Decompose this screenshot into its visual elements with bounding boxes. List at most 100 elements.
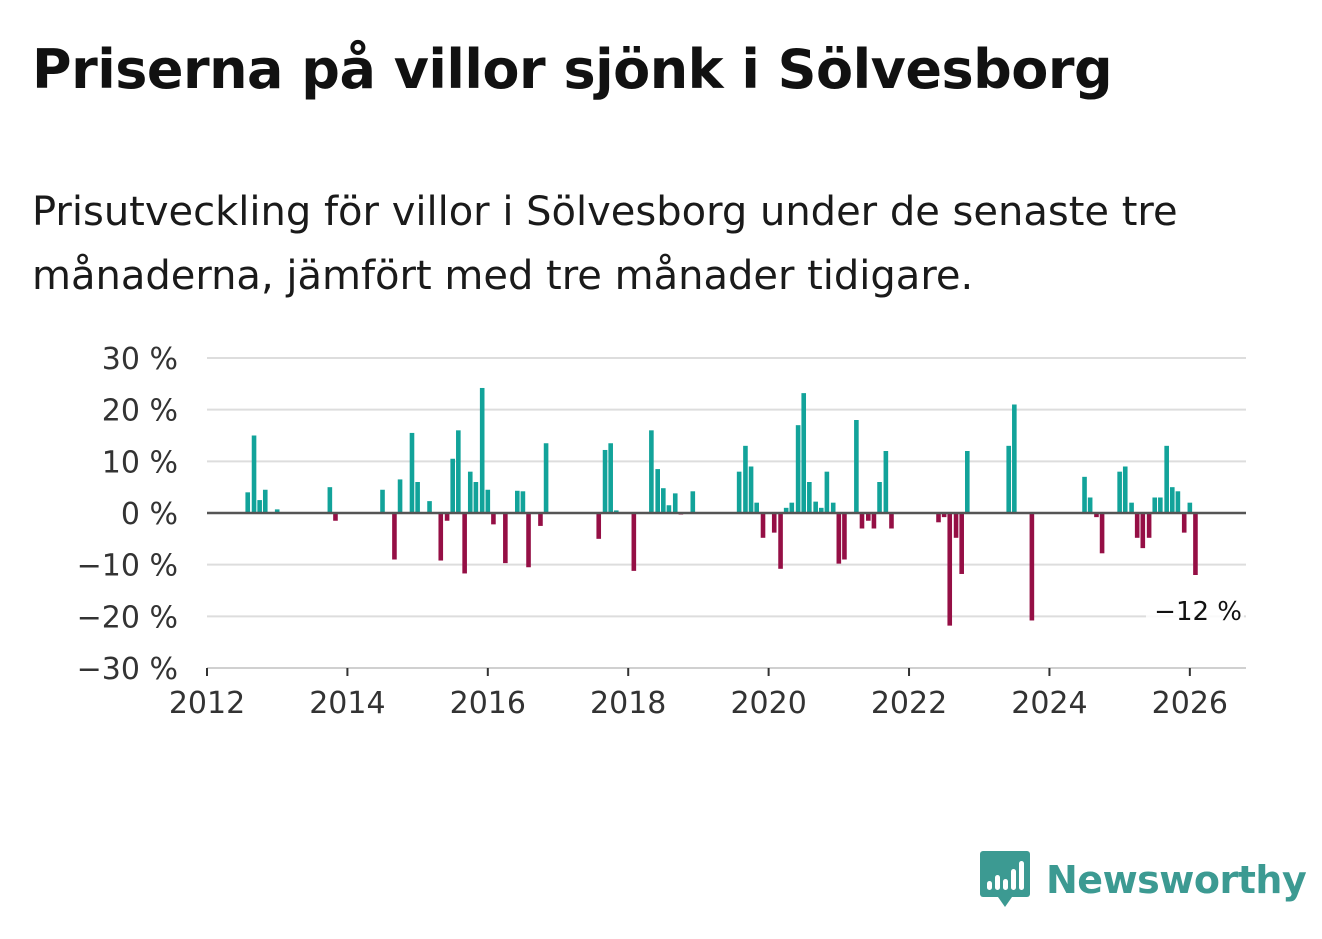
bar xyxy=(789,502,795,513)
bar xyxy=(257,500,262,513)
y-tick-label: 0 % xyxy=(121,497,178,532)
bar xyxy=(877,482,882,513)
bar xyxy=(1082,476,1087,513)
bar xyxy=(807,482,812,513)
bar xyxy=(1175,491,1181,513)
x-tick-label: 2020 xyxy=(730,686,806,721)
y-tick-label: 10 % xyxy=(102,445,178,480)
bar xyxy=(690,491,696,513)
bars xyxy=(245,387,1198,626)
bar xyxy=(1187,502,1193,513)
bar xyxy=(438,513,444,561)
bar xyxy=(503,513,508,564)
bar xyxy=(883,451,889,513)
bar xyxy=(491,513,496,525)
bar xyxy=(1152,497,1158,513)
bar xyxy=(859,513,865,529)
bar xyxy=(736,471,742,513)
bar xyxy=(1164,445,1169,513)
bar xyxy=(866,513,871,521)
bar xyxy=(1129,502,1134,513)
bar xyxy=(649,430,654,513)
bar xyxy=(1193,513,1198,575)
newsworthy-logo-icon xyxy=(980,851,1030,907)
bar xyxy=(631,513,637,571)
bar xyxy=(479,387,485,513)
brand-logo: Newsworthy xyxy=(980,850,1307,910)
y-tick-label: −30 % xyxy=(77,652,178,687)
bar xyxy=(836,513,842,564)
bar xyxy=(655,469,660,513)
bar xyxy=(889,513,894,529)
bar xyxy=(947,513,953,626)
bar xyxy=(760,513,766,538)
bar xyxy=(397,479,403,513)
bar xyxy=(251,435,257,513)
bar xyxy=(813,501,818,513)
bar xyxy=(661,488,666,513)
bar xyxy=(1140,513,1146,549)
y-tick-label: −10 % xyxy=(77,549,178,584)
bar xyxy=(1134,513,1140,538)
bar xyxy=(427,501,432,513)
bar xyxy=(936,513,941,523)
bar xyxy=(415,482,420,513)
bar xyxy=(520,491,526,513)
bar xyxy=(1122,466,1128,513)
chart-subtitle: Prisutveckling för villor i Sölvesborg u… xyxy=(32,189,1178,299)
bar-chart: 30 %20 %10 %0 %−10 %−20 %−30 % 2012 2014 2… xyxy=(77,342,1246,721)
bar xyxy=(456,430,461,513)
bar xyxy=(1099,513,1105,554)
bar xyxy=(515,490,520,513)
bar xyxy=(392,513,397,560)
bar xyxy=(444,513,450,521)
bar xyxy=(526,513,531,568)
bar xyxy=(473,482,479,513)
bar xyxy=(953,513,959,538)
annotation-label: −12 % xyxy=(1154,597,1242,627)
y-tick-label: −20 % xyxy=(77,600,178,635)
bar xyxy=(1117,471,1122,513)
bar xyxy=(262,489,268,513)
bar xyxy=(771,513,777,533)
bar xyxy=(854,420,859,513)
bar xyxy=(941,513,947,518)
x-tick-label: 2016 xyxy=(450,686,526,721)
bar xyxy=(842,513,847,560)
bar xyxy=(462,513,467,574)
bar xyxy=(795,425,801,513)
bar xyxy=(602,449,608,513)
bar xyxy=(959,513,964,574)
bar xyxy=(1006,445,1012,513)
bar xyxy=(754,502,759,513)
bar xyxy=(485,489,491,513)
annotation: −12 % xyxy=(1146,594,1244,628)
bar xyxy=(743,445,748,513)
bar xyxy=(1087,497,1093,513)
x-tick-label: 2018 xyxy=(590,686,666,721)
brand-name: Newsworthy xyxy=(1046,858,1307,902)
bar xyxy=(672,493,678,513)
y-axis-ticks: 30 % 20 % 10 % 0 % −10 % −20 % −30 % xyxy=(77,342,178,687)
bar xyxy=(801,393,807,513)
bar xyxy=(1094,513,1099,518)
bar xyxy=(274,509,280,513)
bar xyxy=(783,507,789,513)
y-tick-label: 20 % xyxy=(102,394,178,429)
bar xyxy=(778,513,783,569)
bar xyxy=(245,492,251,513)
annotation-bg xyxy=(1146,594,1244,628)
bar xyxy=(871,513,877,529)
bar xyxy=(1029,513,1035,621)
x-tick-label: 2026 xyxy=(1152,686,1228,721)
bar xyxy=(333,513,338,521)
bar xyxy=(830,502,836,513)
bar xyxy=(1012,404,1017,513)
y-tick-label: 30 % xyxy=(102,342,178,377)
bar xyxy=(1181,513,1187,533)
bar xyxy=(608,443,613,513)
bar xyxy=(467,471,473,513)
x-tick-label: 2024 xyxy=(1011,686,1087,721)
bar xyxy=(1146,513,1152,538)
bar xyxy=(666,505,672,513)
